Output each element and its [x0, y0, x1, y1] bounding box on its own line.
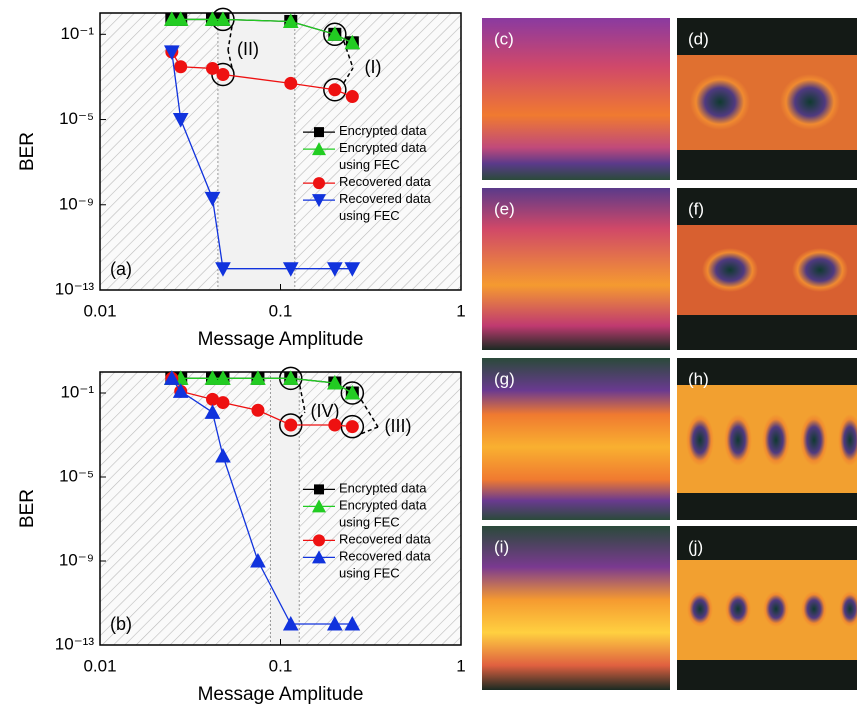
- x-axis-label: Message Amplitude: [198, 329, 364, 350]
- annotation: (II): [237, 39, 259, 59]
- marker: [285, 77, 297, 89]
- marker: [346, 421, 358, 433]
- panel-label: (g): [494, 369, 515, 388]
- marker: [329, 84, 341, 96]
- legend-symbol: [314, 127, 324, 137]
- x-tick-label: 1: [456, 301, 465, 320]
- marker: [329, 419, 341, 431]
- shaded-range: [100, 372, 270, 645]
- eye-image: [677, 526, 857, 690]
- y-tick-label: 10⁻⁵: [59, 109, 94, 128]
- marker: [217, 68, 229, 80]
- panel-label: (j): [688, 537, 703, 556]
- marker: [252, 404, 264, 416]
- legend-marker: [313, 534, 325, 546]
- annotation: (I): [365, 57, 382, 77]
- x-axis-label: Message Amplitude: [198, 684, 364, 705]
- y-tick-label: 10⁻⁹: [59, 550, 94, 569]
- y-axis-label: BER: [17, 489, 38, 528]
- panel-label: (d): [688, 29, 709, 48]
- eye-image: [482, 526, 670, 690]
- y-tick-label: 10⁻¹³: [55, 279, 95, 298]
- legend-symbol: [313, 177, 325, 189]
- panel-label: (h): [688, 369, 709, 388]
- panel-label: (e): [494, 199, 515, 218]
- x-tick-label: 0.1: [269, 301, 293, 320]
- marker: [206, 62, 218, 74]
- legend-symbol: [314, 484, 324, 494]
- legend-label: Encrypted data: [339, 124, 427, 139]
- y-tick-label: 10⁻¹: [60, 24, 94, 43]
- y-tick-label: 10⁻⁹: [59, 194, 94, 213]
- legend-marker: [314, 127, 324, 137]
- panel-label: (a): [110, 259, 132, 279]
- panel-label: (f): [688, 199, 704, 218]
- x-tick-label: 1: [456, 656, 465, 675]
- x-tick-label: 0.01: [83, 301, 116, 320]
- shaded-range: [100, 13, 218, 290]
- marker: [175, 61, 187, 73]
- x-tick-label: 0.01: [83, 656, 116, 675]
- chart: 0.01 0.1 1 10⁻¹³ 10⁻⁹ 10⁻⁵ 10⁻¹ Message Amplitu…: [17, 8, 466, 350]
- figure: (c) (d) (e) (f) (g) (h) (i) (j) 0.01 0.1 1…: [0, 0, 857, 707]
- annotation: (IV): [311, 401, 340, 421]
- panel-label: (b): [110, 614, 132, 634]
- eye-diagrams: (c) (d) (e) (f) (g) (h) (i) (j): [482, 18, 857, 690]
- legend-label: Encrypted data: [339, 481, 427, 496]
- legend-symbol: [313, 534, 325, 546]
- legend-marker: [314, 484, 324, 494]
- y-tick-label: 10⁻¹³: [55, 634, 95, 653]
- panel-label: (i): [494, 537, 509, 556]
- marker: [285, 419, 297, 431]
- marker: [346, 91, 358, 103]
- x-tick-label: 0.1: [269, 656, 293, 675]
- panel-label: (c): [494, 29, 514, 48]
- annotation: (III): [385, 416, 412, 436]
- marker: [217, 397, 229, 409]
- chart: 0.01 0.1 1 10⁻¹³ 10⁻⁹ 10⁻⁵ 10⁻¹ Message Amplitu…: [17, 367, 466, 705]
- legend-marker: [313, 177, 325, 189]
- legend-label: Recovered data: [339, 175, 432, 190]
- y-tick-label: 10⁻⁵: [59, 466, 94, 485]
- y-axis-label: BER: [17, 132, 38, 171]
- y-tick-label: 10⁻¹: [60, 382, 94, 401]
- legend-label: Recovered data: [339, 532, 432, 547]
